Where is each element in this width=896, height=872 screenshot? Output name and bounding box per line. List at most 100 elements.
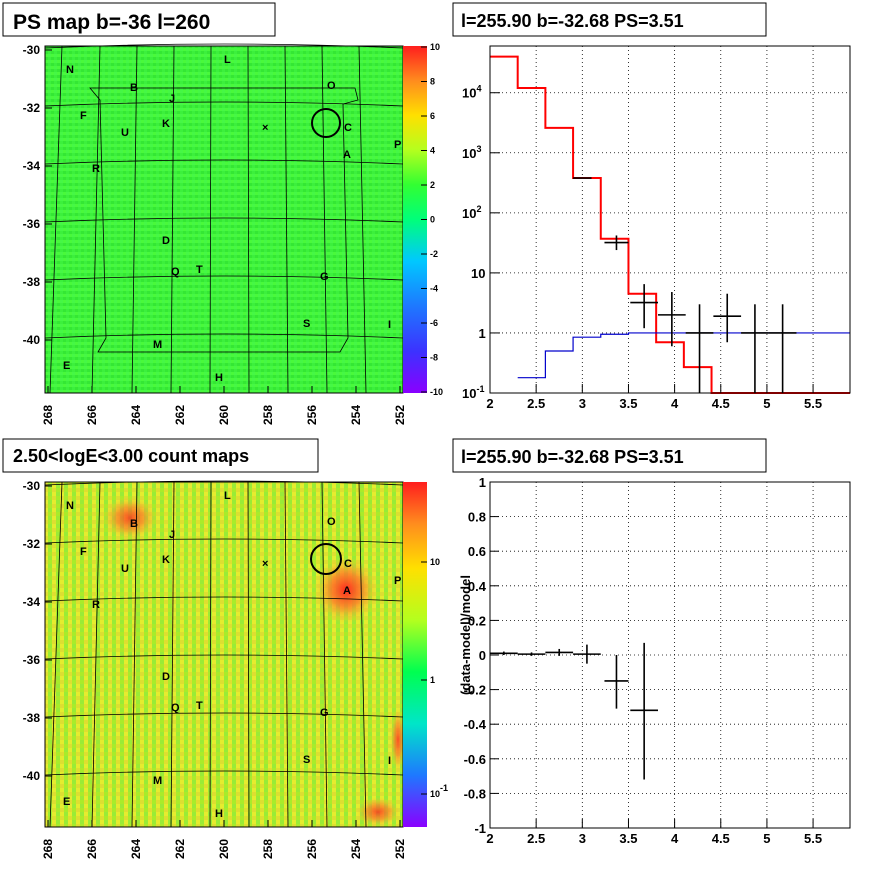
source-label: O bbox=[327, 516, 336, 528]
residual-y-tick-label: 0.6 bbox=[468, 544, 486, 559]
count-map-source-labels: N L O B J F K U C P A R D Q T G S I M E H bbox=[63, 490, 401, 820]
map-y-tick-label: -30 bbox=[23, 43, 41, 57]
spectrum-x-tick-label: 2 bbox=[486, 396, 493, 411]
ps-map-panel: × N L O B J F K U C P A R D Q T G S I M E H 10 8 6 4 2 0 -2 -4 -6 -8 -… bbox=[23, 42, 443, 425]
spectrum-data-point bbox=[685, 304, 714, 393]
ps-map-source-labels: N L O B J F K U C P A R D Q T G S I M E H bbox=[63, 54, 401, 384]
ps-center-mark: × bbox=[262, 122, 268, 134]
map-x-tick-label: 260 bbox=[217, 405, 231, 425]
source-label: N bbox=[66, 500, 74, 512]
source-label: S bbox=[303, 754, 310, 766]
source-label: M bbox=[153, 339, 162, 351]
colorbar-tick-label: -6 bbox=[430, 318, 438, 328]
residual-y-tick-label: -1 bbox=[474, 821, 486, 836]
residual-data-point bbox=[517, 652, 546, 656]
colorbar-tick-label: 4 bbox=[430, 146, 435, 156]
source-label: T bbox=[196, 264, 203, 276]
map-y-tick-label: -38 bbox=[23, 275, 41, 289]
spectrum-x-tick-label: 2.5 bbox=[527, 396, 545, 411]
source-label: R bbox=[92, 599, 100, 611]
source-label: A bbox=[343, 585, 351, 597]
source-label: K bbox=[162, 554, 170, 566]
map-x-tick-label: 266 bbox=[85, 839, 99, 859]
source-label: I bbox=[388, 319, 391, 331]
colorbar-tick-label: 6 bbox=[430, 111, 435, 121]
source-label: B bbox=[130, 82, 138, 94]
residual-x-tick-label: 3 bbox=[579, 831, 586, 846]
spectrum-x-tick-label: 3 bbox=[579, 396, 586, 411]
residual-chart: 2 2.5 3 3.5 4 4.5 5 5.5 1 0.8 0.6 0.4 0.2 0 -0.2 -0.4 -0… bbox=[458, 475, 851, 846]
source-label: D bbox=[162, 671, 170, 683]
source-label: S bbox=[303, 318, 310, 330]
map-y-tick-label: -32 bbox=[23, 537, 41, 551]
source-label: E bbox=[63, 796, 70, 808]
residual-x-tick-label: 4 bbox=[671, 831, 679, 846]
source-label: F bbox=[80, 546, 87, 558]
map-x-tick-label: 258 bbox=[261, 405, 275, 425]
spectrum-y-tick-label: 10 bbox=[471, 266, 485, 281]
residual-data-point bbox=[604, 655, 629, 709]
residual-y-tick-label: 1 bbox=[479, 475, 486, 490]
spectrum-data-point bbox=[658, 292, 686, 347]
source-label: H bbox=[215, 372, 223, 384]
map-y-tick-label: -40 bbox=[23, 333, 41, 347]
spectrum-data-point bbox=[713, 293, 742, 343]
residual-x-tick-label: 2.5 bbox=[527, 831, 545, 846]
source-label: C bbox=[344, 122, 352, 134]
map-y-tick-label: -36 bbox=[23, 653, 41, 667]
residual-data-point bbox=[573, 644, 601, 664]
map-x-tick-label: 264 bbox=[129, 405, 143, 425]
map-y-tick-label: -34 bbox=[23, 159, 41, 173]
background-step-line bbox=[517, 332, 850, 379]
residual-y-tick-label: 0.4 bbox=[468, 579, 487, 594]
map-x-tick-label: 256 bbox=[305, 839, 319, 859]
map-x-tick-label: 254 bbox=[349, 839, 363, 859]
source-label: D bbox=[162, 235, 170, 247]
map-x-tick-label: 264 bbox=[129, 839, 143, 859]
map-x-tick-label: 268 bbox=[41, 405, 55, 425]
colorbar-tick-label: -10 bbox=[430, 387, 443, 397]
count-map-image bbox=[45, 482, 403, 827]
spectrum-y-tick-label: 10-1 bbox=[462, 384, 484, 401]
source-label: Q bbox=[171, 266, 180, 278]
source-label: H bbox=[215, 808, 223, 820]
map-x-tick-label: 268 bbox=[41, 839, 55, 859]
map-x-tick-label: 252 bbox=[393, 839, 407, 859]
spectrum-x-tick-label: 5.5 bbox=[804, 396, 822, 411]
source-label: A bbox=[343, 149, 351, 161]
colorbar-tick-label: -8 bbox=[430, 353, 438, 363]
source-label: I bbox=[388, 755, 391, 767]
spectrum-x-tick-label: 5 bbox=[763, 396, 770, 411]
source-label: B bbox=[130, 518, 138, 530]
source-label: P bbox=[394, 139, 401, 151]
colorbar-tick-label: 8 bbox=[430, 77, 435, 87]
map-y-tick-label: -38 bbox=[23, 711, 41, 725]
residual-data-point bbox=[490, 651, 518, 655]
residual-y-tick-label: -0.8 bbox=[464, 786, 486, 801]
source-label: P bbox=[394, 575, 401, 587]
spectrum-x-tick-label: 3.5 bbox=[619, 396, 637, 411]
source-label: J bbox=[169, 93, 175, 105]
residual-data-point bbox=[545, 648, 574, 656]
residual-title: l=255.90 b=-32.68 PS=3.51 bbox=[461, 447, 684, 467]
spectrum-plot-area bbox=[490, 46, 850, 393]
ps-source-circle bbox=[311, 108, 341, 138]
count-center-mark: × bbox=[262, 558, 268, 570]
map-y-tick-label: -30 bbox=[23, 479, 41, 493]
source-label: U bbox=[121, 127, 129, 139]
colorbar-tick-label: -4 bbox=[430, 284, 438, 294]
spectrum-data-point bbox=[604, 235, 629, 251]
source-label: U bbox=[121, 563, 129, 575]
count-map-grid bbox=[44, 480, 404, 828]
model-step-line bbox=[490, 55, 850, 394]
map-x-tick-label: 256 bbox=[305, 405, 319, 425]
source-label: C bbox=[344, 558, 352, 570]
source-label: M bbox=[153, 775, 162, 787]
source-label: K bbox=[162, 118, 170, 130]
colorbar-tick-label: 1 bbox=[430, 675, 435, 685]
source-label: N bbox=[66, 64, 74, 76]
map-x-tick-label: 258 bbox=[261, 839, 275, 859]
count-colorbar bbox=[403, 482, 427, 827]
ps-map-title: PS map b=-36 l=260 bbox=[13, 11, 210, 34]
